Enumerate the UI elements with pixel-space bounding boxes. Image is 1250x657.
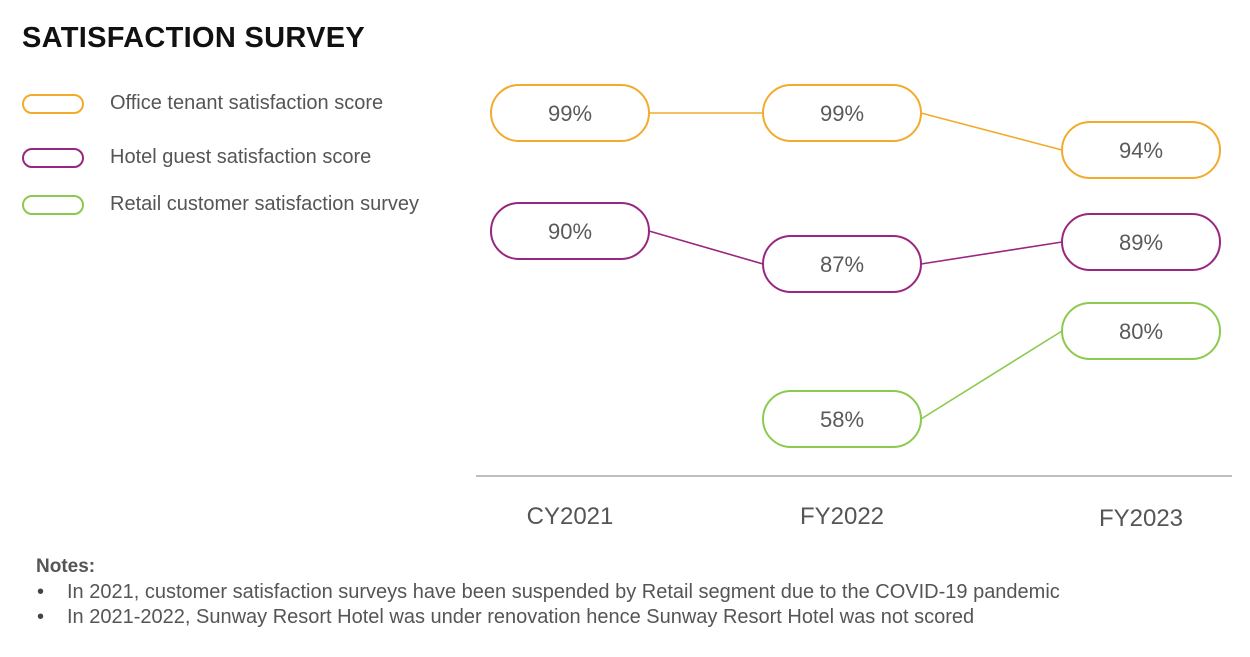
x-tick-labels: CY2021 FY2022 FY2023 bbox=[527, 503, 1183, 532]
legend-label-office: Office tenant satisfaction score bbox=[110, 92, 384, 114]
data-point-retail bbox=[762, 390, 922, 448]
legend-item-office: Office tenant satisfaction score bbox=[22, 92, 383, 115]
data-point-office bbox=[1061, 121, 1221, 179]
notes: Notes: In 2021, customer satisfaction su… bbox=[36, 556, 1060, 630]
data-label-retail: 80% bbox=[1119, 319, 1163, 344]
series-line-hotel bbox=[648, 230, 764, 265]
legend-swatch-hotel bbox=[22, 147, 84, 168]
series-line-retail bbox=[920, 330, 1063, 420]
legend-item-hotel: Hotel guest satisfaction score bbox=[22, 146, 371, 169]
data-label-hotel: 89% bbox=[1119, 230, 1163, 255]
data-point-office bbox=[762, 84, 922, 142]
note-item: In 2021-2022, Sunway Resort Hotel was un… bbox=[36, 605, 1060, 630]
line-chart: 99% 99% 94% 90% 87% 89% 58% 80% CY2021 FY2022 FY2… bbox=[476, 84, 1232, 532]
legend-label-retail: Retail customer satisfaction survey bbox=[110, 193, 420, 215]
x-tick-label: FY2022 bbox=[800, 503, 884, 530]
series-line-office bbox=[920, 112, 1063, 151]
data-label-office: 94% bbox=[1119, 138, 1163, 163]
data-label-hotel: 87% bbox=[820, 252, 864, 277]
data-label-hotel: 90% bbox=[548, 219, 592, 244]
data-label-office: 99% bbox=[548, 101, 592, 126]
data-point-hotel bbox=[762, 235, 922, 293]
legend-label-hotel: Hotel guest satisfaction score bbox=[110, 146, 372, 168]
series-retail: 58% 80% bbox=[762, 302, 1221, 448]
series-layer: 99% 99% 94% 90% 87% 89% 58% 80% bbox=[490, 84, 1221, 448]
notes-heading: Notes: bbox=[36, 556, 96, 577]
notes-list: In 2021, customer satisfaction surveys h… bbox=[36, 580, 1060, 630]
data-point-hotel bbox=[1061, 213, 1221, 271]
chart-title: SATISFACTION SURVEY bbox=[22, 22, 366, 54]
series-office: 99% 99% 94% bbox=[490, 84, 1221, 179]
legend-item-retail: Retail customer satisfaction survey bbox=[22, 193, 419, 216]
data-point-retail bbox=[1061, 302, 1221, 360]
x-tick-label: CY2021 bbox=[527, 503, 614, 530]
data-point-office bbox=[490, 84, 650, 142]
note-item: In 2021, customer satisfaction surveys h… bbox=[36, 580, 1060, 605]
data-point-hotel bbox=[490, 202, 650, 260]
legend-swatch-retail bbox=[22, 194, 84, 215]
legend-swatch-office bbox=[22, 93, 84, 114]
data-label-office: 99% bbox=[820, 101, 864, 126]
x-tick-label: FY2023 bbox=[1099, 505, 1183, 532]
series-line-hotel bbox=[920, 241, 1063, 265]
data-label-retail: 58% bbox=[820, 407, 864, 432]
series-hotel: 90% 87% 89% bbox=[490, 202, 1221, 293]
